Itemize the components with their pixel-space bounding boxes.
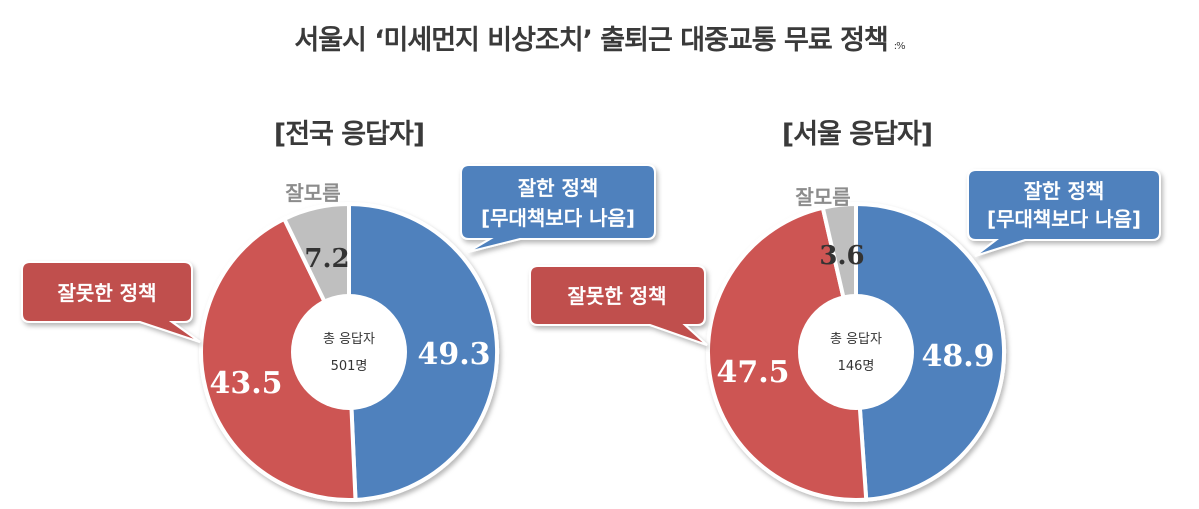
center-respondents-label: 총 응답자 xyxy=(323,332,375,347)
center-respondents-label: 총 응답자 xyxy=(830,332,882,347)
label-dont-know: 잘모름 xyxy=(285,181,340,205)
callout-bad-text: 잘못한 정책 xyxy=(568,284,667,308)
callout-bad xyxy=(21,261,201,343)
value-bad: 47.5 xyxy=(716,355,789,390)
callout-good-line1: 잘한 정책 xyxy=(1024,179,1105,203)
callout-bad xyxy=(529,265,708,346)
donut-seoul: 총 응답자 146명 48.9 47.5 3.6 잘모름 잘한 정책 [무대책보… xyxy=(529,169,1161,503)
segment-good xyxy=(854,201,1007,502)
segment-bad xyxy=(705,205,869,503)
unit-label: :% xyxy=(893,41,906,52)
center-respondents-count: 501명 xyxy=(331,359,368,374)
center-respondents-count: 146명 xyxy=(838,359,875,374)
value-dont-know: 7.2 xyxy=(304,244,349,274)
donut-hole xyxy=(291,294,407,410)
subtitle-national: [전국 응답자] xyxy=(273,119,425,150)
donut-national: 총 응답자 501명 49.3 43.5 7.2 잘모름 잘한 정책 [무대책보… xyxy=(21,164,656,502)
label-dont-know: 잘모름 xyxy=(795,185,850,209)
value-dont-know: 3.6 xyxy=(819,241,864,271)
callout-good-line2: [무대책보다 나음] xyxy=(987,207,1141,231)
segment-good xyxy=(347,201,500,502)
callout-good xyxy=(460,164,656,253)
callout-bad-text: 잘못한 정책 xyxy=(58,281,157,305)
subtitle-seoul: [서울 응답자] xyxy=(781,119,933,150)
value-good: 49.3 xyxy=(417,337,490,372)
chart-title: 서울시 ‘미세먼지 비상조치’ 출퇴근 대중교통 무료 정책:% xyxy=(0,18,1199,57)
donut-hole xyxy=(798,294,914,410)
title-text: 서울시 ‘미세먼지 비상조치’ 출퇴근 대중교통 무료 정책 xyxy=(294,25,888,56)
callout-good-line2: [무대책보다 나음] xyxy=(481,206,635,230)
value-bad: 43.5 xyxy=(209,366,282,401)
callout-good-line1: 잘한 정책 xyxy=(518,176,599,200)
callout-good xyxy=(967,169,1161,257)
value-good: 48.9 xyxy=(921,339,994,374)
